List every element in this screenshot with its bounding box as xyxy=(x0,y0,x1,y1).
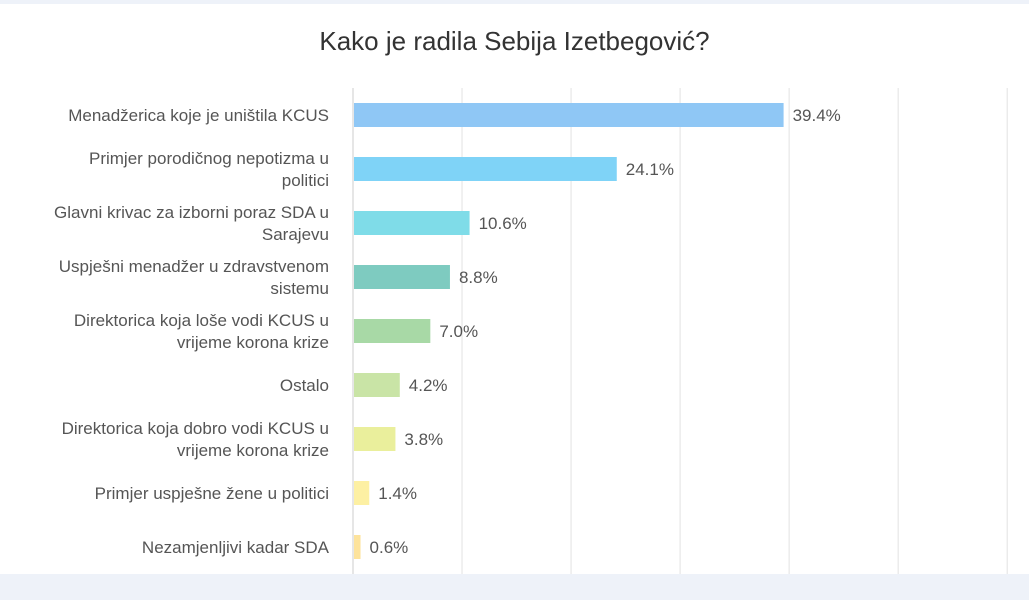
value-label: 24.1% xyxy=(626,160,674,179)
category-label: vrijeme korona krize xyxy=(177,441,329,460)
category-label: Sarajevu xyxy=(262,225,329,244)
category-label: Primjer porodičnog nepotizma u xyxy=(89,149,329,168)
category-label: Uspješni menadžer u zdravstvenom xyxy=(59,257,329,276)
chart-title: Kako je radila Sebija Izetbegović? xyxy=(319,26,710,56)
value-label: 39.4% xyxy=(793,106,841,125)
category-label: Ostalo xyxy=(280,376,329,395)
bars xyxy=(354,103,784,559)
value-labels: 39.4% 24.1% 10.6% 8.8% 7.0% 4.2% 3.8% 1.4% 0.6% xyxy=(370,106,841,557)
category-label: politici xyxy=(282,171,329,190)
bar[interactable] xyxy=(354,535,361,559)
category-label: Primjer uspješne žene u politici xyxy=(95,484,329,503)
bar[interactable] xyxy=(354,373,400,397)
value-label: 3.8% xyxy=(404,430,443,449)
bar[interactable] xyxy=(354,103,784,127)
value-label: 0.6% xyxy=(370,538,409,557)
bar[interactable] xyxy=(354,265,450,289)
bottom-band xyxy=(0,574,1029,600)
bar[interactable] xyxy=(354,481,370,505)
bar[interactable] xyxy=(354,211,470,235)
category-label: vrijeme korona krize xyxy=(177,333,329,352)
category-labels: Menadžerica koje je uništila KCUS Primjer… xyxy=(54,106,330,557)
category-label: Direktorica koja dobro vodi KCUS u xyxy=(62,419,329,438)
value-label: 7.0% xyxy=(439,322,478,341)
category-label: Direktorica koja loše vodi KCUS u xyxy=(74,311,329,330)
value-label: 10.6% xyxy=(479,214,527,233)
category-label: Menadžerica koje je uništila KCUS xyxy=(68,106,329,125)
chart-panel xyxy=(0,4,1029,574)
value-label: 1.4% xyxy=(378,484,417,503)
bar[interactable] xyxy=(354,319,431,343)
value-label: 4.2% xyxy=(409,376,448,395)
bar[interactable] xyxy=(354,427,396,451)
category-label: Glavni krivac za izborni poraz SDA u xyxy=(54,203,329,222)
value-label: 8.8% xyxy=(459,268,498,287)
category-label: sistemu xyxy=(270,279,329,298)
category-label: Nezamjenljivi kadar SDA xyxy=(142,538,330,557)
bar[interactable] xyxy=(354,157,617,181)
